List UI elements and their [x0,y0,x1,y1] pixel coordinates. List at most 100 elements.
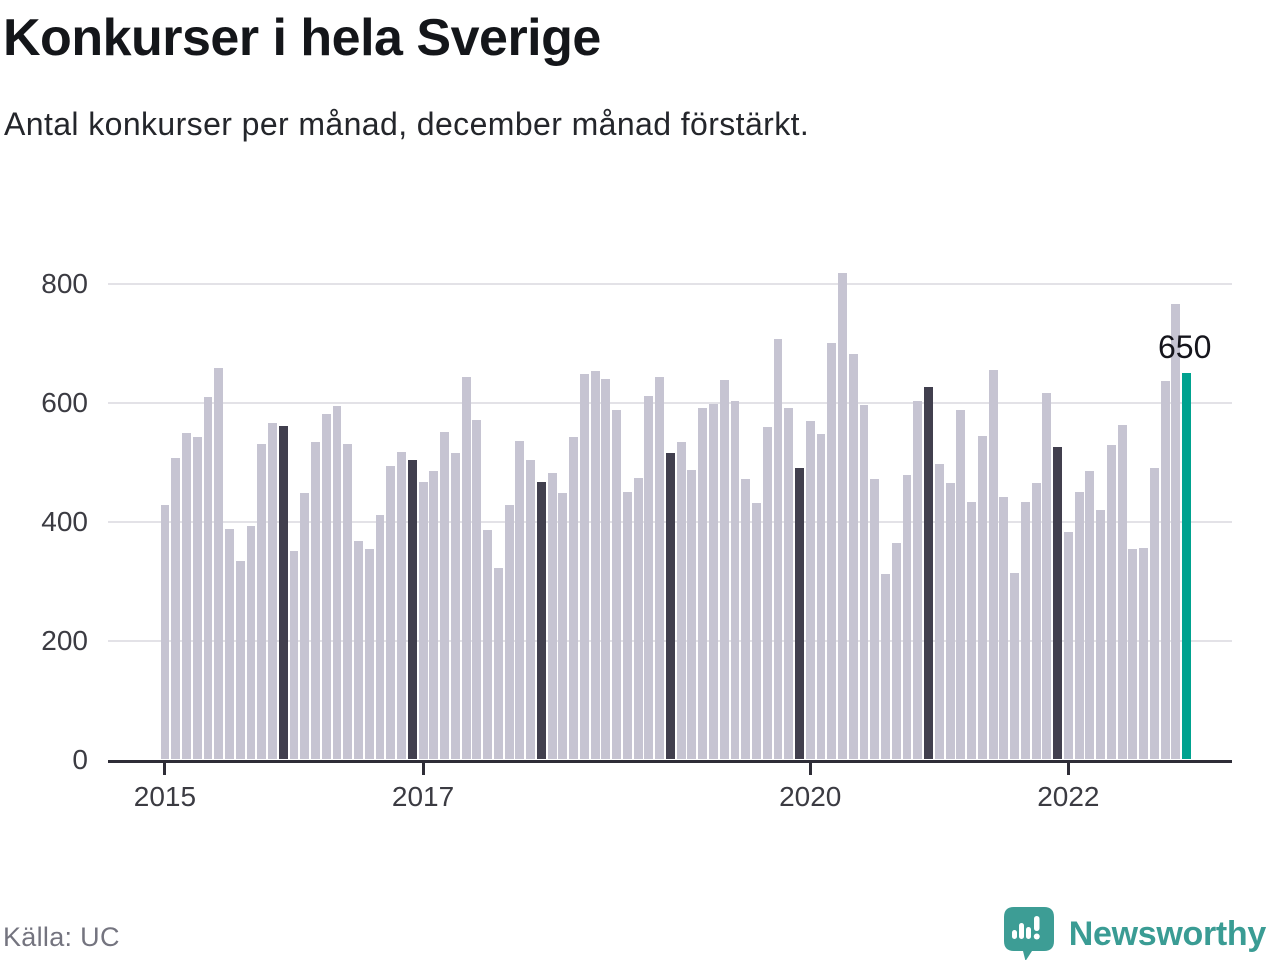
bar-month [558,492,568,760]
newsworthy-logo: Newsworthy [1003,906,1266,960]
gridline-y600 [108,401,1232,404]
bar-month [838,273,847,760]
bar-month [902,475,912,760]
bar-month [687,470,697,760]
bar-month [945,482,955,760]
bar-month [827,342,837,760]
bar-month [235,560,245,760]
bar-december [536,481,546,760]
bar-month [999,496,1009,760]
bar-december [407,459,417,760]
bar-month [246,526,256,760]
bar-month [698,407,708,760]
bar-month [192,436,202,760]
bar-month [816,433,826,760]
bar-month [257,444,267,760]
bar-month [644,396,654,760]
x-axis-label: 2020 [779,781,842,812]
x-axis-line [108,759,1232,763]
bar-month [1063,532,1073,760]
bar-month [622,492,632,760]
bar-month [504,505,514,760]
bar-month [741,478,751,760]
bar-month [526,459,536,760]
bar-month [956,409,966,760]
source-note: Källa: UC [3,922,120,952]
bar-month [870,478,880,760]
bar-month [988,369,998,760]
bar-month [762,427,772,760]
bar-month [1106,445,1116,760]
bar-month [655,376,665,760]
bar-december [924,386,933,760]
bar-month [752,503,761,760]
bar-month [579,373,589,760]
y-axis-label: 200 [41,624,88,656]
bar-december [665,453,675,760]
bar-month [859,405,869,760]
bar-month [967,502,977,760]
bar-month [1031,483,1041,760]
bar-month [1171,304,1181,760]
bar-month [1128,549,1138,760]
bar-month [483,530,493,760]
bar-month [590,370,600,760]
bar-month [268,423,277,760]
bar-month [934,464,944,760]
bar-month [354,541,363,760]
bar-month [472,419,482,760]
bar-month [321,413,331,760]
bar-month [1117,425,1127,760]
bar-month [182,433,191,760]
bar-month [450,452,460,760]
bar-month [343,443,353,760]
bar-december [795,468,804,760]
bar-month [784,407,794,760]
y-axis-label: 400 [41,505,88,537]
chart-subtitle: Antal konkurser per månad, december måna… [4,106,810,142]
bar-month [1074,492,1084,760]
x-axis-tick [421,762,425,775]
x-axis-label: 2015 [133,781,197,812]
bar-month [461,377,471,760]
bar-month [633,478,643,760]
y-axis-label: 600 [41,386,88,418]
bar-month [493,567,503,760]
bar-month [569,436,579,760]
bar-month [289,550,299,760]
bar-december [278,426,288,760]
bar-month [397,452,406,760]
newsworthy-wordmark: Newsworthy [1068,915,1267,953]
y-axis-label: 0 [72,743,88,775]
bar-month [440,431,450,760]
bar-month [300,492,310,760]
bar-month [719,379,729,760]
page-title: Konkurser i hela Sverige [3,9,601,67]
bar-month [1149,467,1159,760]
bar-month [160,505,170,760]
bar-month [1096,510,1106,760]
bar-month [913,401,923,760]
bar-month [311,442,320,760]
bar-month [375,514,385,760]
x-axis-tick [808,762,812,775]
bar-month [805,420,815,760]
y-axis-label: 800 [41,267,88,299]
bar-month [386,465,396,760]
x-axis-tick [163,762,167,775]
bar-month [730,401,740,760]
bar-month [881,574,890,760]
bar-month [429,470,439,760]
bar-month [612,409,622,760]
bar-month [1139,547,1149,760]
bar-month [773,338,783,760]
bar-month [364,549,374,760]
bar-month [709,404,718,760]
bar-month [418,481,428,760]
bar-month [515,441,525,760]
bar-month [332,406,342,760]
bar-month [601,379,611,760]
bar-month [977,435,987,760]
bar-month [676,442,686,760]
